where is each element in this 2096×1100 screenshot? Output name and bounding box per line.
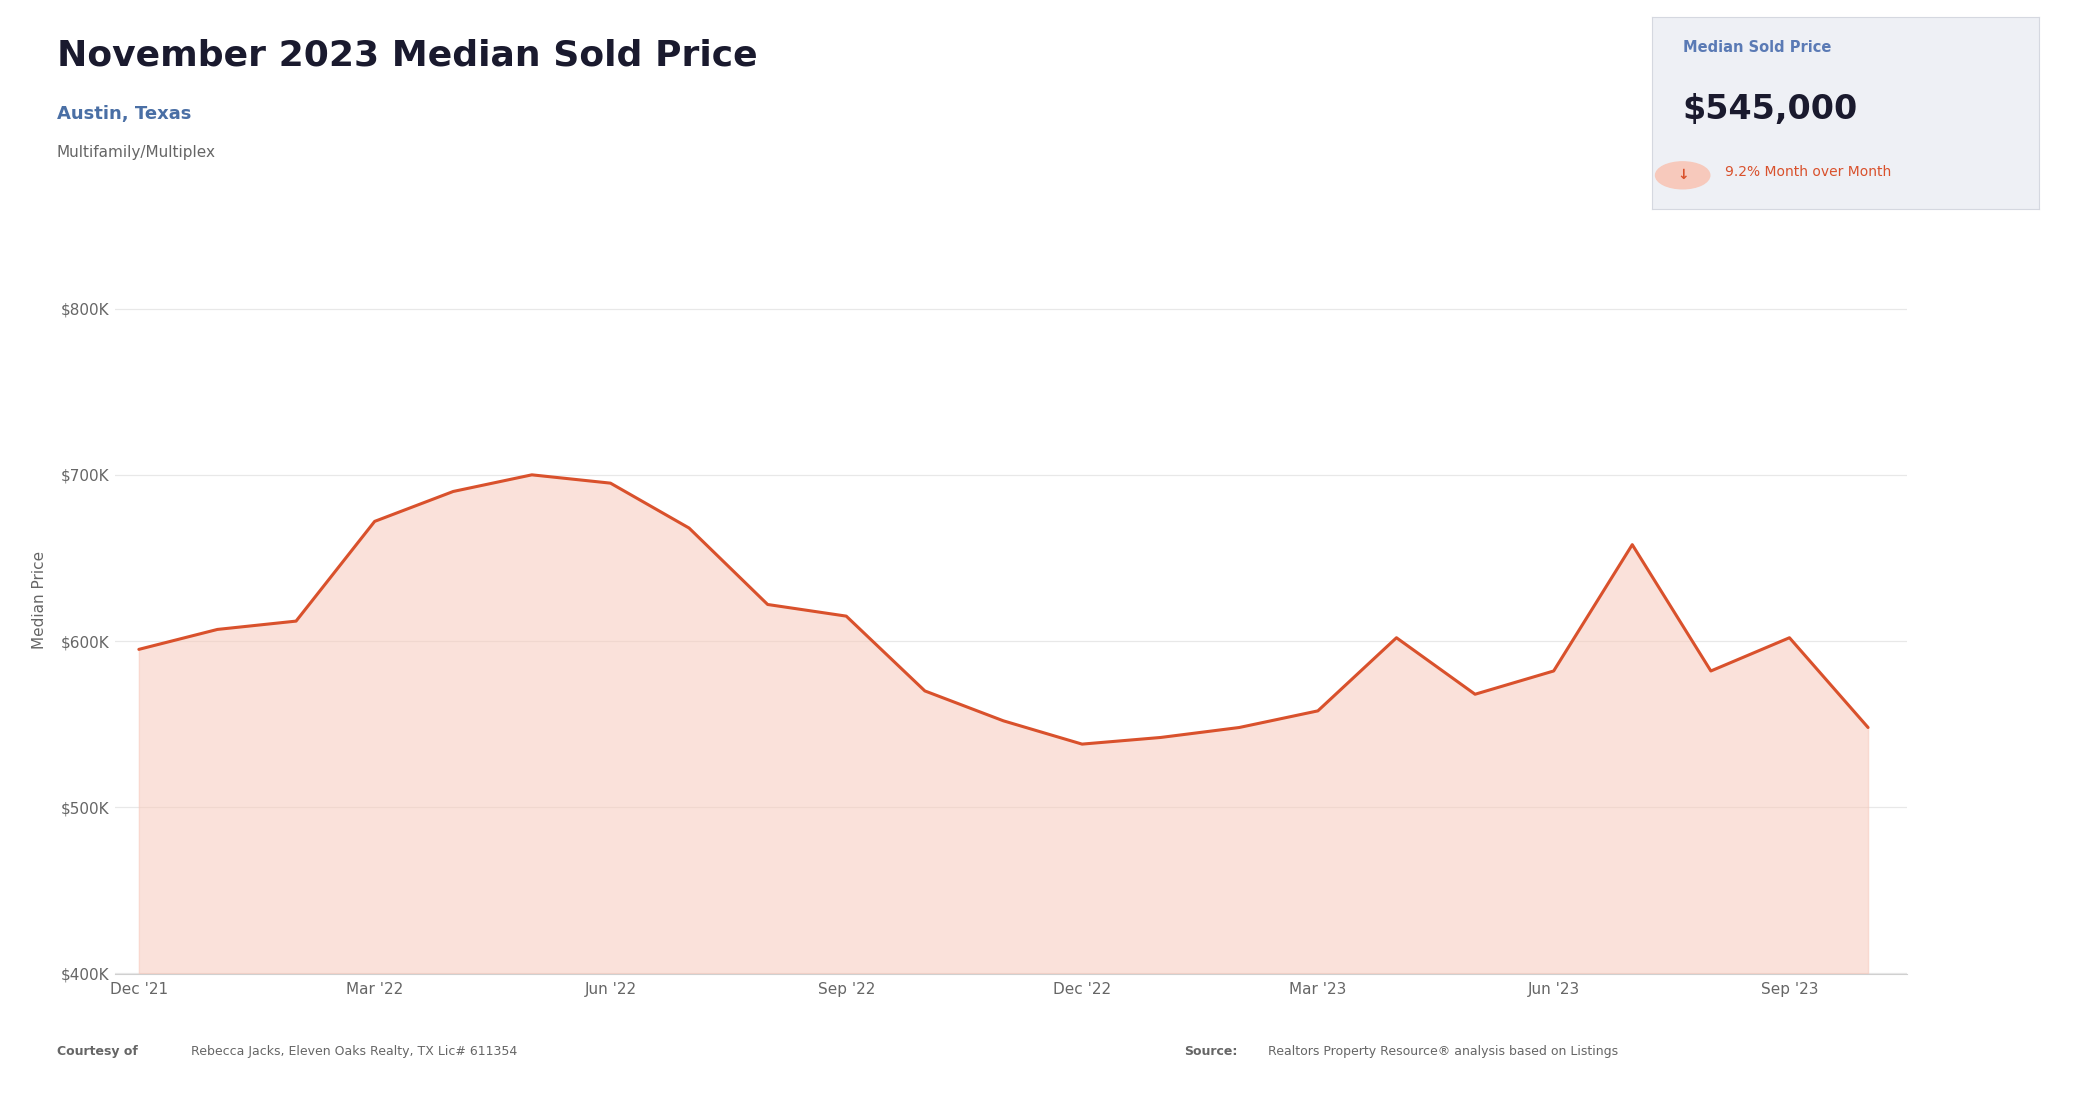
Text: Source:: Source: bbox=[1184, 1045, 1237, 1058]
Text: Median Sold Price: Median Sold Price bbox=[1683, 40, 1832, 55]
Y-axis label: Median Price: Median Price bbox=[31, 550, 46, 649]
Text: November 2023 Median Sold Price: November 2023 Median Sold Price bbox=[57, 39, 757, 73]
Text: Austin, Texas: Austin, Texas bbox=[57, 104, 191, 122]
Text: Rebecca Jacks, Eleven Oaks Realty, TX Lic# 611354: Rebecca Jacks, Eleven Oaks Realty, TX Li… bbox=[187, 1045, 518, 1058]
Circle shape bbox=[1656, 162, 1710, 189]
Text: Multifamily/Multiplex: Multifamily/Multiplex bbox=[57, 145, 216, 161]
Text: $545,000: $545,000 bbox=[1683, 94, 1857, 126]
Text: Realtors Property Resource® analysis based on Listings: Realtors Property Resource® analysis bas… bbox=[1264, 1045, 1618, 1058]
Text: Courtesy of: Courtesy of bbox=[57, 1045, 138, 1058]
Text: 9.2% Month over Month: 9.2% Month over Month bbox=[1725, 165, 1891, 178]
Text: ↓: ↓ bbox=[1677, 168, 1689, 183]
